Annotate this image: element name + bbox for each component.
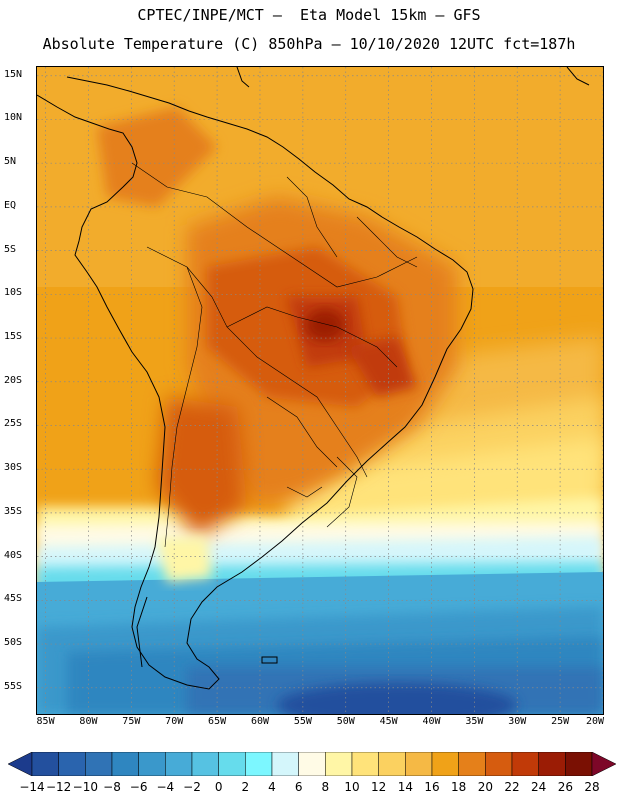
coastlines [37, 67, 590, 690]
lat-label: 50S [4, 637, 23, 649]
colorbar-box [191, 752, 219, 776]
colorbar-box [138, 752, 166, 776]
colorbar-label: 28 [584, 780, 600, 794]
lat-label: 35S [4, 505, 23, 517]
colorbar-box [271, 752, 299, 776]
lon-label: 40W [422, 716, 441, 727]
lon-label: 60W [250, 716, 269, 727]
colorbar-box [351, 752, 379, 776]
colorbar-label: 24 [531, 780, 547, 794]
colorbar-box [85, 752, 113, 776]
colorbar-label: 12 [371, 780, 387, 794]
colorbar-box [325, 752, 353, 776]
country-borders [131, 162, 418, 548]
colorbar-label: −14 [19, 780, 45, 794]
colorbar-label: 16 [424, 780, 440, 794]
colorbar-label: 20 [477, 780, 493, 794]
lon-label: 65W [208, 716, 227, 727]
colorbar-label: 0 [214, 780, 223, 794]
lon-label: 35W [465, 716, 484, 727]
lon-label: 85W [36, 716, 55, 727]
colorbar-box [111, 752, 139, 776]
colorbar-high-arrow [591, 752, 616, 776]
lat-label: 10S [4, 287, 23, 299]
colorbar-box [165, 752, 193, 776]
lon-label: 50W [336, 716, 355, 727]
colorbar-label: −10 [72, 780, 98, 794]
lat-label: 20S [4, 374, 23, 386]
lon-label: 55W [293, 716, 312, 727]
chart-title: CPTEC/INPE/MCT – Eta Model 15km – GFS [137, 6, 481, 24]
colorbar-box [485, 752, 513, 776]
colorbar-label: −6 [129, 780, 148, 794]
lon-label: 25W [551, 716, 570, 727]
colorbar-box [298, 752, 326, 776]
colorbar-label: 26 [557, 780, 573, 794]
colorbar-label: 22 [504, 780, 520, 794]
colorbar-box [378, 752, 406, 776]
lat-label: 30S [4, 462, 23, 474]
colorbar-box [431, 752, 459, 776]
colorbar-label: 6 [294, 780, 303, 794]
lat-label: 15S [4, 331, 23, 343]
colorbar-box [31, 752, 59, 776]
colorbar-box [405, 752, 433, 776]
lat-label: 45S [4, 593, 23, 605]
colorbar-label: −2 [183, 780, 201, 794]
colorbar-label: 10 [344, 780, 360, 794]
chart-subtitle: Absolute Temperature (C) 850hPa – 10/10/… [42, 35, 576, 53]
colorbar-box [565, 752, 593, 776]
temperature-map [36, 66, 604, 715]
colorbar-box [511, 752, 539, 776]
colorbar-label: 8 [321, 780, 330, 794]
lon-label: 75W [122, 716, 141, 727]
colorbar-box [58, 752, 86, 776]
lon-label: 70W [165, 716, 184, 727]
colorbar-label: 18 [451, 780, 467, 794]
colorbar-box [218, 752, 246, 776]
colorbar-label: 2 [241, 780, 250, 794]
lat-label: 40S [4, 549, 23, 561]
lon-label: 30W [508, 716, 527, 727]
lon-label: 20W [585, 716, 605, 727]
lat-label: 10N [4, 112, 23, 124]
colorbar-box [245, 752, 273, 776]
colorbar-label: 4 [268, 780, 276, 794]
lon-label: 45W [379, 716, 398, 727]
temperature-field [37, 67, 603, 714]
lat-label: EQ [4, 199, 17, 211]
colorbar [8, 752, 616, 776]
colorbar-label: 14 [397, 780, 413, 794]
colorbar-low-arrow [8, 752, 33, 776]
lon-label: 80W [79, 716, 98, 727]
colorbar-box [538, 752, 566, 776]
colorbar-label: −8 [103, 780, 121, 794]
lat-label: 5N [4, 156, 17, 168]
lat-label: 5S [4, 243, 17, 255]
lat-label: 15N [4, 68, 23, 80]
colorbar-label: −4 [156, 780, 175, 794]
lat-label: 55S [4, 680, 23, 692]
colorbar-box [458, 752, 486, 776]
colorbar-label: −12 [45, 780, 72, 794]
lat-label: 25S [4, 418, 23, 430]
